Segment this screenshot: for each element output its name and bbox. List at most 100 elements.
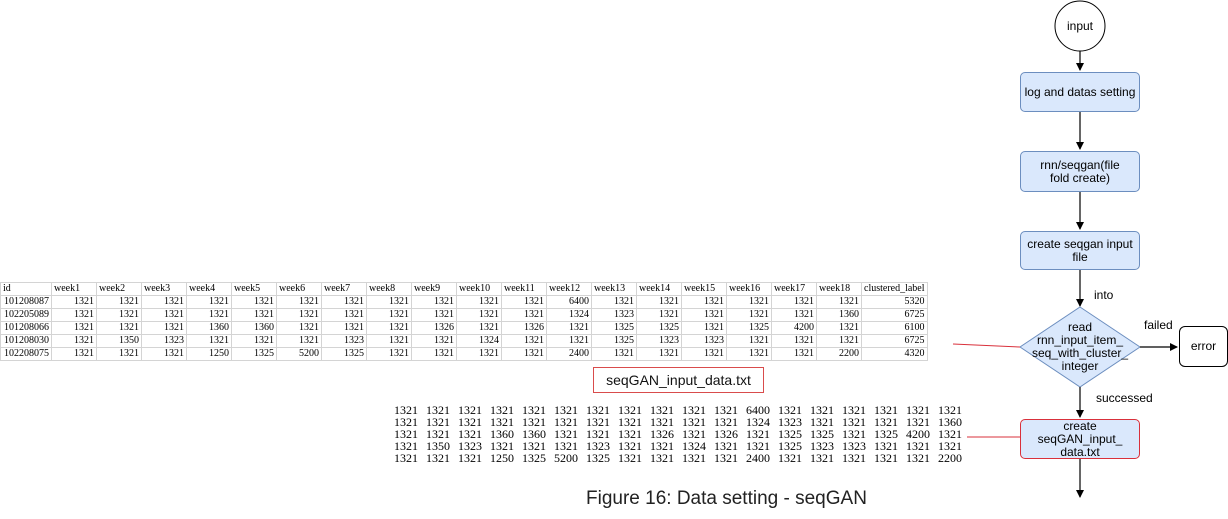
txt-value: 1323 — [842, 439, 866, 453]
txt-value: 1321 — [554, 427, 578, 441]
txt-value: 1360 — [938, 415, 962, 429]
txt-value: 1360 — [490, 427, 514, 441]
txt-value: 1321 — [714, 415, 738, 429]
txt-value: 1321 — [650, 415, 674, 429]
txt-value: 1321 — [554, 403, 578, 417]
txt-value: 1326 — [650, 427, 674, 441]
txt-value: 1321 — [842, 403, 866, 417]
txt-value: 1321 — [426, 427, 450, 441]
txt-value: 1321 — [554, 415, 578, 429]
txt-line: 1321 1321 1321 1321 1321 1321 1321 1321 1321 1321… — [390, 404, 966, 416]
txt-value: 1321 — [842, 451, 866, 465]
edge-label-failed: failed — [1144, 318, 1173, 332]
decision-node: read rnn_input_item_ seq_with_cluster_ i… — [1031, 320, 1129, 373]
txt-value: 1325 — [874, 427, 898, 441]
txt-value: 2200 — [938, 451, 962, 465]
txt-value: 1324 — [746, 415, 770, 429]
table-cell: 4320 — [861, 347, 928, 361]
txt-value: 1321 — [842, 427, 866, 441]
txt-value: 1321 — [394, 403, 418, 417]
txt-value: 1321 — [682, 403, 706, 417]
table-row: 101208030 1321 1350 1323 1321 1321 1321 1323 132… — [0, 334, 928, 348]
txt-value: 1323 — [778, 415, 802, 429]
txt-value: 1325 — [778, 427, 802, 441]
txt-value: 1321 — [554, 439, 578, 453]
data-table: id week1 week2 week3 week4 week5 week6 week7 wee… — [0, 282, 928, 361]
table-cell: 2200 — [816, 347, 862, 361]
txt-value: 1321 — [586, 415, 610, 429]
txt-value: 1321 — [458, 415, 482, 429]
txt-value: 1321 — [618, 427, 642, 441]
txt-value: 1321 — [394, 451, 418, 465]
txt-value: 5200 — [554, 451, 578, 465]
txt-value: 1325 — [778, 439, 802, 453]
input-circle-shape — [1054, 0, 1106, 52]
txt-line: 1321 1321 1321 1250 1325 5200 1325 1321 1321 1321… — [390, 452, 966, 464]
txt-value: 1321 — [938, 427, 962, 441]
column-header: week18 — [816, 282, 862, 296]
txt-value: 1321 — [618, 439, 642, 453]
table-cell: 5200 — [276, 347, 322, 361]
table-header-row: id week1 week2 week3 week4 week5 week6 week7 wee… — [0, 282, 928, 296]
table-row: 102208075 1321 1321 1321 1250 1325 5200 1325 132… — [0, 347, 928, 361]
txt-value: 1321 — [426, 403, 450, 417]
txt-value: 1321 — [394, 439, 418, 453]
txt-value: 1321 — [618, 403, 642, 417]
txt-value: 1321 — [650, 451, 674, 465]
txt-value: 1321 — [586, 427, 610, 441]
txt-value: 1321 — [842, 415, 866, 429]
txt-line: 1321 1321 1321 1321 1321 1321 1321 1321 1321 1321… — [390, 416, 966, 428]
txt-value: 1321 — [682, 451, 706, 465]
txt-value: 1321 — [778, 403, 802, 417]
txt-value: 1321 — [906, 403, 930, 417]
txt-value: 1321 — [746, 439, 770, 453]
input-node: input — [1066, 18, 1094, 33]
table-cell: 1250 — [186, 347, 232, 361]
table-cell: 1325 — [231, 347, 277, 361]
txt-data-block: 1321 1321 1321 1321 1321 1321 1321 1321 1321 1321… — [390, 404, 966, 464]
txt-value: 1321 — [394, 415, 418, 429]
txt-line: 1321 1350 1323 1321 1321 1321 1323 1321 1321 1324… — [390, 440, 966, 452]
txt-value: 1350 — [426, 439, 450, 453]
txt-value: 1321 — [522, 439, 546, 453]
link-table-to-decision — [952, 343, 1021, 348]
txt-value: 1321 — [906, 415, 930, 429]
file-fold-create-node: rnn/seqgan(file fold create) — [1020, 151, 1140, 192]
txt-value: 1321 — [810, 403, 834, 417]
table-row: 101208066 1321 1321 1321 1360 1360 1321 1321 132… — [0, 321, 928, 335]
txt-value: 1321 — [458, 403, 482, 417]
txt-value: 1321 — [938, 403, 962, 417]
txt-value: 1321 — [778, 451, 802, 465]
txt-value: 1323 — [586, 439, 610, 453]
txt-value: 1321 — [522, 415, 546, 429]
txt-value: 1321 — [682, 427, 706, 441]
txt-value: 1321 — [618, 415, 642, 429]
txt-value: 1321 — [874, 439, 898, 453]
txt-value: 1321 — [746, 427, 770, 441]
txt-value: 1321 — [426, 451, 450, 465]
txt-value: 1321 — [714, 451, 738, 465]
file-name-label: seqGAN_input_data.txt — [593, 367, 764, 393]
txt-value: 1321 — [938, 439, 962, 453]
txt-value: 1321 — [810, 451, 834, 465]
txt-value: 1321 — [810, 415, 834, 429]
txt-value: 1321 — [426, 415, 450, 429]
txt-value: 1321 — [874, 415, 898, 429]
edge-label-into: into — [1094, 288, 1114, 302]
txt-value: 1321 — [618, 451, 642, 465]
txt-value: 1321 — [458, 427, 482, 441]
txt-value: 1323 — [458, 439, 482, 453]
table-cell: 2400 — [546, 347, 592, 361]
write-txt-node: create seqGAN_input_ data.txt — [1020, 419, 1140, 459]
table-cell: 1321 — [411, 347, 457, 361]
txt-value: 1321 — [522, 403, 546, 417]
txt-value: 1321 — [714, 439, 738, 453]
txt-value: 1321 — [874, 451, 898, 465]
log-setting-node: log and datas setting — [1020, 72, 1140, 112]
txt-value: 1321 — [682, 415, 706, 429]
txt-value: 1321 — [906, 451, 930, 465]
txt-value: 1324 — [682, 439, 706, 453]
error-node: error — [1179, 326, 1228, 367]
create-input-file-node: create seqgan input file — [1020, 231, 1140, 270]
